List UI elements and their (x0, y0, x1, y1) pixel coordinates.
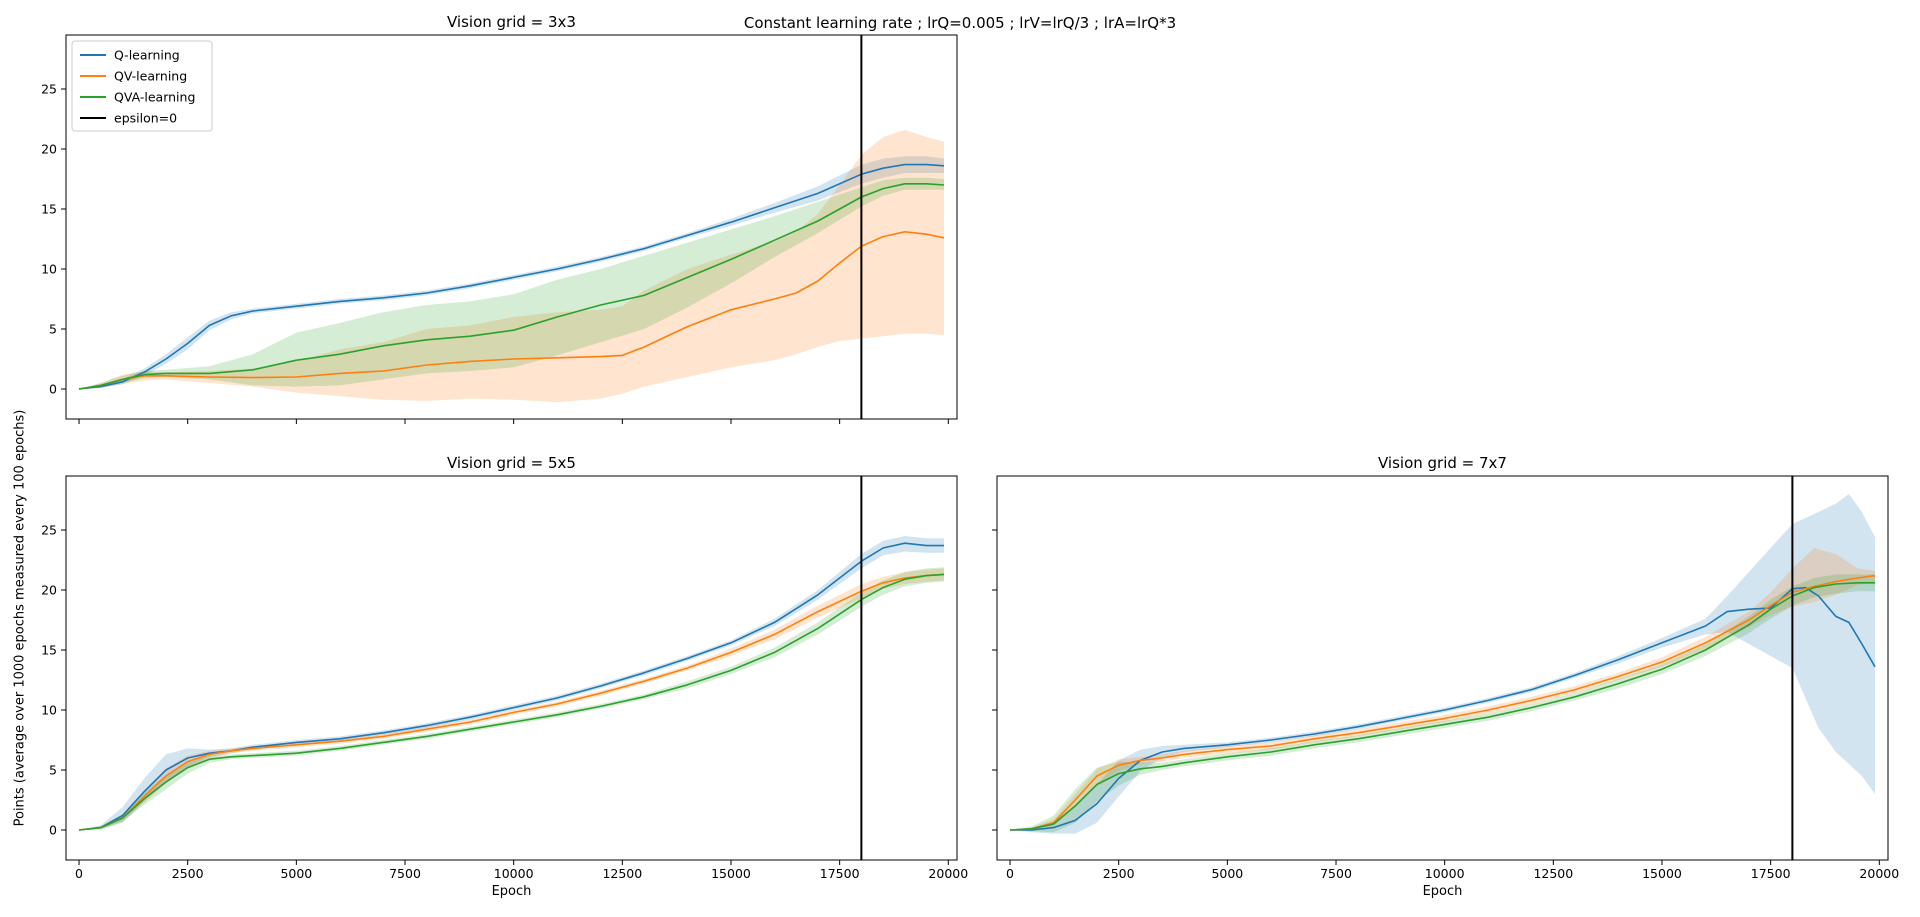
chart-panel-vision-grid-5x5: 0 2500 5000 7500 10000 12500 15000 17500 20000 0 5… (41, 454, 968, 899)
x-tick-label: 0 (1006, 866, 1014, 881)
x-tick-label: 7500 (1320, 866, 1352, 881)
chart-panel-vision-grid-3x3: 0 5 10 15 20 25 Vision grid = 3x3 Q-learning QV-… (41, 13, 958, 424)
x-tick-label: 17500 (1751, 866, 1791, 881)
confidence-band-qv-learning (79, 129, 944, 403)
y-tick-label: 5 (49, 763, 57, 778)
legend-label-qv-learning: QV-learning (114, 69, 187, 84)
legend-label-epsilon-0: epsilon=0 (114, 111, 177, 126)
y-tick-label: 5 (49, 322, 57, 337)
x-axis-label: Epoch (492, 884, 532, 899)
legend-label-q-learning: Q-learning (114, 48, 180, 63)
series-line-q-learning (78, 542, 944, 831)
x-tick-label: 2500 (172, 866, 204, 881)
confidence-band-qva-learning (79, 567, 944, 830)
x-axis-label: Epoch (1423, 884, 1463, 899)
x-tick-label: 5000 (1211, 866, 1243, 881)
series-line-qv-learning (1009, 574, 1876, 831)
axes-frame (996, 475, 1889, 861)
x-tick-label: 12500 (1533, 866, 1573, 881)
chart-title: Vision grid = 5x5 (447, 454, 576, 472)
series-line-qva-learning (78, 573, 945, 831)
series-line-qva-learning (1009, 581, 1875, 831)
x-tick-label: 20000 (1859, 866, 1899, 881)
y-tick-label: 10 (41, 262, 57, 277)
y-tick-label: 0 (49, 823, 57, 838)
x-tick-label: 0 (75, 866, 83, 881)
series-line-q-learning (78, 163, 945, 390)
x-tick-label: 10000 (1425, 866, 1465, 881)
x-tick-label: 12500 (602, 866, 642, 881)
x-tick-label: 10000 (494, 866, 534, 881)
series-line-q-learning (1010, 586, 1876, 831)
x-tick-label: 5000 (280, 866, 312, 881)
chart-title: Vision grid = 3x3 (447, 13, 576, 31)
axes-frame (65, 475, 958, 861)
x-tick-label: 7500 (389, 866, 421, 881)
x-tick-label: 15000 (1642, 866, 1682, 881)
plot-area (78, 35, 945, 419)
chart-panel-vision-grid-7x7: 0 2500 5000 7500 10000 12500 15000 17500 20000 Vi… (992, 454, 1899, 899)
legend-label-qva-learning: QVA-learning (114, 90, 195, 105)
x-tick-label: 20000 (928, 866, 968, 881)
x-tick-label: 17500 (820, 866, 860, 881)
y-tick-label: 20 (41, 583, 57, 598)
confidence-band-q-learning (79, 536, 944, 830)
y-tick-label: 10 (41, 703, 57, 718)
confidence-band-qv-learning (1010, 548, 1875, 830)
chart-title: Vision grid = 7x7 (1378, 454, 1507, 472)
confidence-band-q-learning (79, 156, 944, 389)
y-tick-label: 20 (41, 142, 57, 157)
plot-area (78, 476, 945, 860)
y-tick-label: 0 (49, 382, 57, 397)
y-tick-label: 25 (41, 82, 57, 97)
axes-frame (65, 34, 958, 420)
plot-area (1009, 476, 1876, 860)
series-line-qv-learning (78, 231, 945, 390)
y-tick-label: 25 (41, 523, 57, 538)
confidence-band-qva-learning (1010, 574, 1875, 833)
y-tick-label: 15 (41, 643, 57, 658)
legend-box (71, 40, 213, 132)
confidence-band-qv-learning (79, 568, 944, 830)
figure-suptitle: Constant learning rate ; lrQ=0.005 ; lrV… (743, 14, 1177, 32)
confidence-band-q-learning (1010, 494, 1875, 834)
legend: Q-learning QV-learning QVA-learning epsilon… (71, 40, 213, 132)
y-tick-label: 15 (41, 202, 57, 217)
x-tick-label: 15000 (711, 866, 751, 881)
series-line-qv-learning (78, 573, 945, 831)
confidence-band-qva-learning (79, 177, 944, 389)
x-tick-label: 2500 (1103, 866, 1135, 881)
